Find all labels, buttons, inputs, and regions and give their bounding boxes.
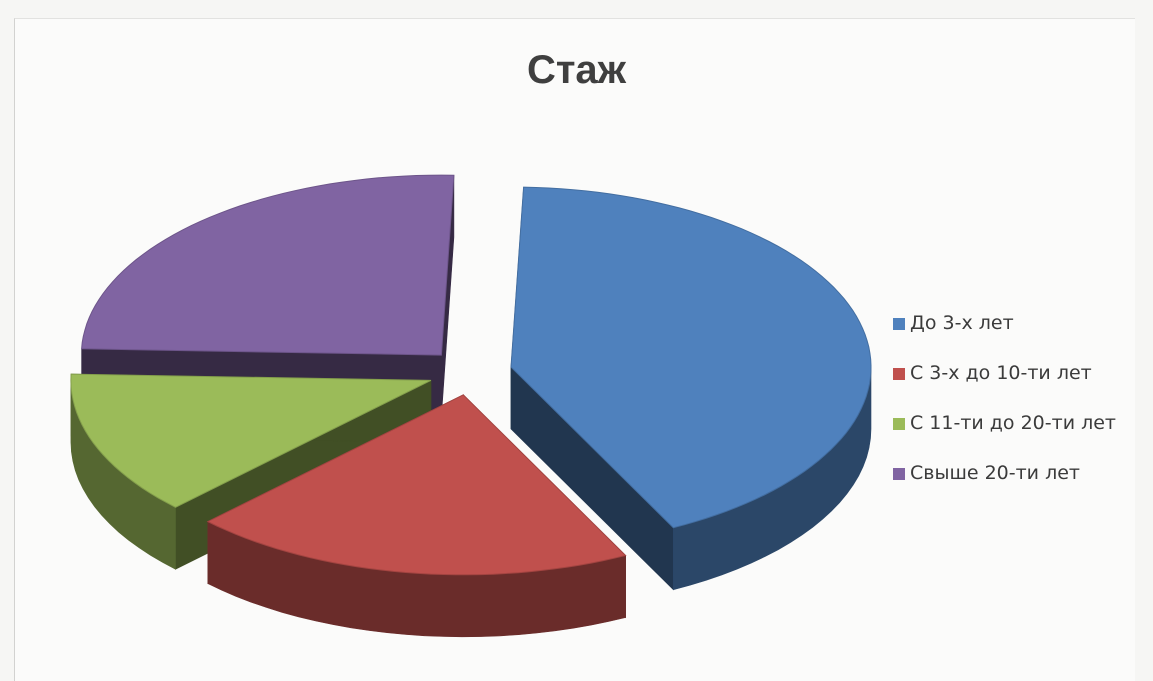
legend-item: До 3-х лет (893, 308, 1116, 358)
pie-slice-2 (206, 394, 627, 638)
chart-legend: До 3-х лет С 3-х до 10-ти лет С 11-ти до 2… (893, 308, 1116, 508)
legend-swatch (893, 468, 905, 480)
legend-swatch (893, 368, 905, 380)
legend-label: С 11-ти до 20-ти лет (910, 412, 1116, 434)
legend-label: До 3-х лет (910, 312, 1014, 334)
legend-label: Свыше 20-ти лет (910, 462, 1080, 484)
legend-item: Свыше 20-ти лет (893, 458, 1116, 508)
pie-slice-1 (510, 186, 872, 591)
chart-title: Стаж (526, 48, 627, 92)
legend-item: С 11-ти до 20-ти лет (893, 408, 1116, 458)
legend-swatch (893, 418, 905, 430)
legend-label: С 3-х до 10-ти лет (910, 362, 1092, 384)
legend-item: С 3-х до 10-ти лет (893, 358, 1116, 408)
legend-swatch (893, 318, 905, 330)
